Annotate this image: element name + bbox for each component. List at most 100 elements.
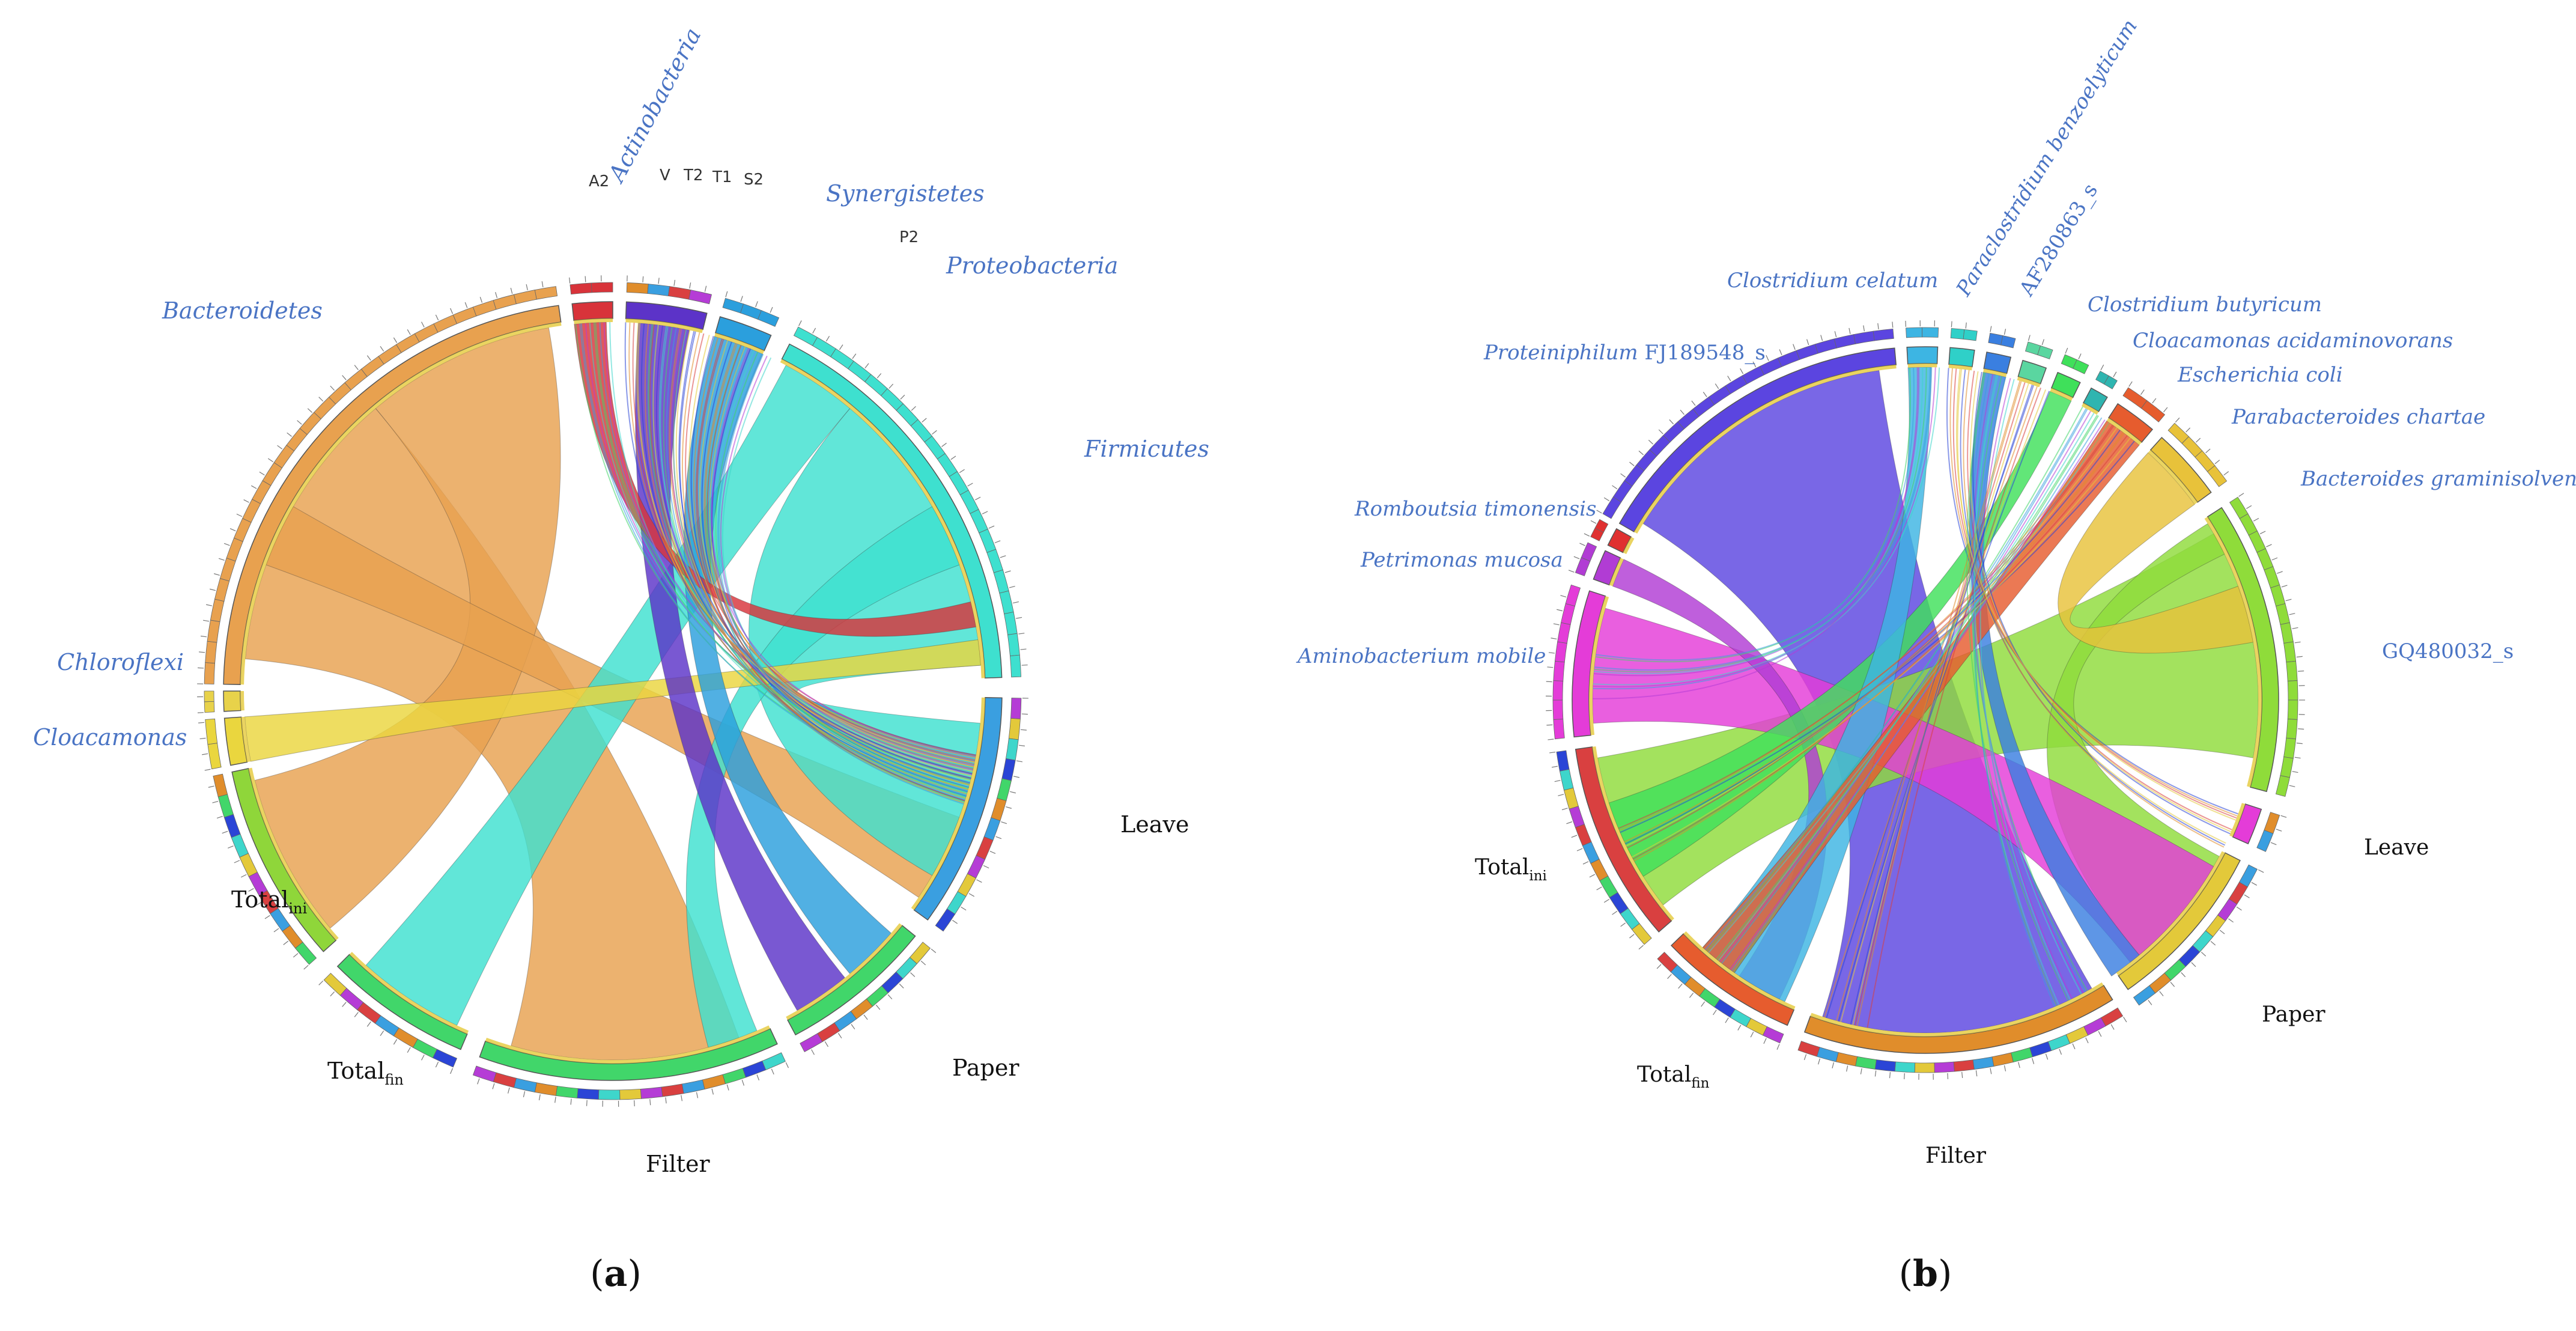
ring-outer-band	[204, 662, 216, 684]
ring-inner-band	[2106, 418, 2142, 445]
axis-tick	[2191, 962, 2196, 967]
axis-tick	[1020, 729, 1027, 731]
species-label-petrimonas: Petrimonas mucosa	[1360, 548, 1563, 572]
ring-outer-band	[1853, 330, 1875, 344]
axis-tick	[303, 964, 309, 970]
ring-outer-band	[1563, 787, 1579, 809]
thin-chord	[1620, 440, 2135, 833]
ring-inner-band	[625, 318, 703, 334]
thin-chord	[579, 323, 967, 796]
axis-tick	[1990, 1068, 1992, 1074]
axis-tick	[1629, 461, 1635, 466]
axis-tick	[1846, 1065, 1848, 1072]
species-label-gq480032: GQ480032_s	[2382, 639, 2514, 663]
axis-tick	[585, 276, 586, 282]
ring-outer-band	[1874, 1059, 1896, 1072]
chord-ribbon	[244, 639, 982, 762]
axis-tick	[989, 850, 996, 854]
axis-tick	[354, 365, 359, 370]
species-label-clostridium-butyricum: Clostridium butyricum	[2088, 293, 2322, 317]
axis-tick	[852, 353, 857, 359]
axis-tick	[711, 1088, 714, 1095]
axis-tick	[1548, 739, 1554, 740]
axis-tick	[554, 1097, 556, 1103]
axis-tick	[1576, 848, 1583, 851]
axis-tick	[2289, 785, 2295, 787]
ring-outer-band	[472, 1065, 497, 1082]
axis-tick	[2181, 972, 2186, 978]
axis-tick	[407, 329, 411, 335]
axis-tick	[798, 320, 802, 326]
axis-tick	[824, 1041, 828, 1047]
axis-tick	[811, 1049, 815, 1055]
ring-outer-band	[1814, 338, 1837, 354]
axis-tick	[1740, 368, 1744, 374]
ring-outer-band	[2275, 775, 2290, 797]
axis-tick	[256, 901, 262, 906]
axis-tick	[297, 420, 302, 425]
ring-inner-band	[2229, 803, 2246, 837]
thin-chord	[593, 322, 971, 781]
ring-outer-band	[1001, 758, 1016, 781]
ring-outer-band	[740, 303, 762, 320]
axis-tick	[307, 408, 313, 413]
axis-tick	[2277, 571, 2283, 574]
thin-chord	[721, 357, 973, 773]
axis-tick	[968, 893, 974, 897]
ring-outer-band	[2073, 359, 2089, 374]
sample-code-t2: T2	[683, 166, 703, 184]
ring-outer-band	[2280, 757, 2294, 778]
axis-tick	[1776, 1044, 1780, 1050]
axis-tick	[2065, 347, 2068, 354]
ring-outer-band	[1594, 519, 1609, 533]
thin-chord	[1974, 377, 2056, 1007]
ring-outer-band	[591, 282, 613, 293]
axis-tick	[1701, 1001, 1706, 1007]
ring-outer-band	[949, 471, 969, 496]
ring-inner-band	[1609, 558, 1624, 586]
axis-tick	[740, 296, 743, 302]
ring-outer-band	[207, 743, 222, 770]
axis-tick	[770, 306, 773, 313]
ring-outer-band	[1934, 1061, 1955, 1073]
chords-a	[244, 321, 982, 1061]
species-label-proteiniphilum: Proteiniphilum FJ189548_s	[1483, 341, 1766, 365]
ring-outer-band	[1855, 1056, 1877, 1070]
axis-tick	[1571, 835, 1578, 838]
ring-outer-band	[1991, 1052, 2014, 1067]
axis-tick	[1603, 898, 1609, 903]
thin-chord	[1823, 386, 2038, 1018]
axis-tick	[2110, 1024, 2115, 1030]
sample-code-s2: S2	[744, 171, 764, 189]
ring-outer-band	[2264, 566, 2280, 588]
sample-label-totalfin-b: Totalfin	[1637, 1062, 1710, 1091]
thin-chord	[1729, 419, 2106, 970]
axis-tick	[2298, 670, 2304, 672]
axis-tick	[1612, 485, 1618, 490]
axis-tick	[2210, 941, 2216, 946]
axis-tick	[1715, 383, 1719, 389]
ring-outer-band	[1582, 841, 1600, 864]
ring-outer-band	[555, 1086, 579, 1098]
ring-outer-band	[702, 1074, 726, 1090]
axis-tick	[2152, 398, 2157, 404]
ring-outer-band	[959, 490, 979, 514]
axis-tick	[1589, 874, 1596, 878]
ring-outer-band	[577, 1088, 600, 1100]
axis-tick	[330, 991, 335, 997]
sample-code-v: V	[660, 166, 670, 184]
axis-tick	[2292, 771, 2298, 773]
axis-tick	[259, 471, 265, 476]
ring-inner-band	[2050, 388, 2073, 401]
axis-tick	[2196, 437, 2201, 443]
thin-chord	[1972, 371, 2231, 835]
ring-inner-band	[241, 716, 251, 763]
thin-chord	[1966, 372, 2069, 1001]
axis-tick	[911, 406, 916, 411]
ring-outer-band	[1554, 641, 1567, 663]
axis-tick	[2159, 991, 2164, 996]
thin-chord	[669, 328, 968, 791]
ring-outer-band	[1816, 1047, 1839, 1062]
axis-tick	[204, 769, 211, 771]
species-label-romboutsia: Romboutsia timonensis	[1354, 497, 1596, 521]
